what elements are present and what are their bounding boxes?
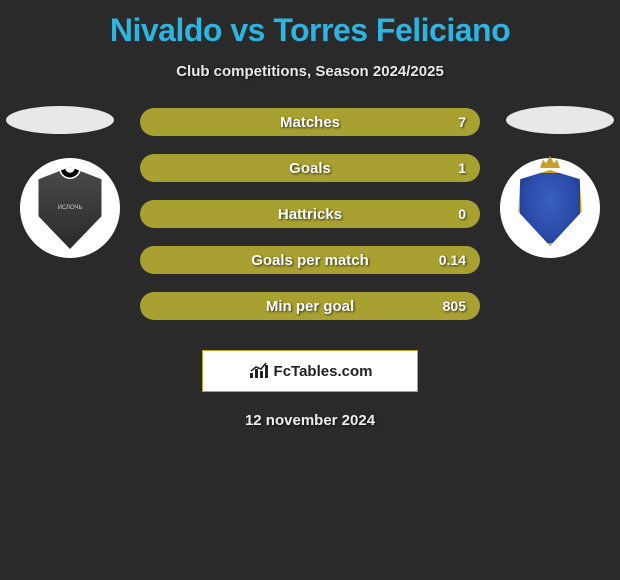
- stats-list: Matches 7 Goals 1 Hattricks 0 Goals per …: [140, 108, 480, 338]
- left-player-oval: [6, 106, 114, 134]
- stat-row-hattricks: Hattricks 0: [140, 200, 480, 228]
- comparison-area: ИСЛОЧЬ Matches 7 Goals 1 Hattricks 0 Goa…: [0, 108, 620, 348]
- stat-row-goals-per-match: Goals per match 0.14: [140, 246, 480, 274]
- stat-value: 805: [443, 298, 466, 314]
- right-team-crest: [510, 164, 590, 252]
- stat-label: Goals per match: [251, 252, 369, 269]
- stat-value: 0: [458, 206, 466, 222]
- stat-label: Matches: [280, 114, 340, 131]
- page-date: 12 november 2024: [0, 412, 620, 429]
- shield-icon: [517, 170, 583, 246]
- right-team-badge: [500, 158, 600, 258]
- stat-label: Min per goal: [266, 298, 354, 315]
- stat-value: 1: [458, 160, 466, 176]
- soccer-ball-icon: [59, 157, 81, 179]
- stat-label: Goals: [289, 160, 331, 177]
- page-title: Nivaldo vs Torres Feliciano: [0, 0, 620, 49]
- brand-box[interactable]: FcTables.com: [202, 350, 418, 392]
- page-subtitle: Club competitions, Season 2024/2025: [0, 63, 620, 80]
- right-player-oval: [506, 106, 614, 134]
- stat-row-matches: Matches 7: [140, 108, 480, 136]
- crown-icon: [540, 156, 560, 168]
- stat-row-goals: Goals 1: [140, 154, 480, 182]
- stat-value: 0.14: [439, 252, 466, 268]
- left-team-crest: ИСЛОЧЬ: [35, 167, 105, 249]
- left-crest-label: ИСЛОЧЬ: [58, 205, 83, 211]
- stat-label: Hattricks: [278, 206, 342, 223]
- stat-value: 7: [458, 114, 466, 130]
- brand-text: FcTables.com: [274, 363, 373, 380]
- stat-row-min-per-goal: Min per goal 805: [140, 292, 480, 320]
- left-team-badge: ИСЛОЧЬ: [20, 158, 120, 258]
- bar-chart-icon: [248, 362, 270, 380]
